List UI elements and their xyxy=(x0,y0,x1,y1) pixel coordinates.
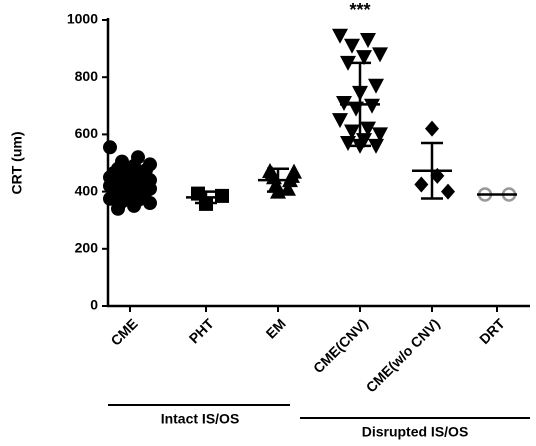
point xyxy=(364,98,380,114)
y-tick-label: 0 xyxy=(90,297,98,313)
point xyxy=(215,188,229,203)
y-tick-label: 600 xyxy=(75,125,99,141)
group-label: Disrupted IS/OS xyxy=(362,424,469,440)
annotation: *** xyxy=(349,0,370,20)
point xyxy=(360,33,376,49)
point xyxy=(103,140,117,155)
point xyxy=(368,138,384,154)
y-tick-label: 800 xyxy=(75,68,99,84)
x-tick-label: DRT xyxy=(476,315,508,347)
y-tick-label: 400 xyxy=(75,182,99,198)
x-tick-label: CME(w/o CNV) xyxy=(363,315,443,395)
y-tick-label: 1000 xyxy=(67,11,98,27)
x-tick-label: CME(CNV) xyxy=(310,315,371,376)
point xyxy=(372,47,388,63)
point xyxy=(340,55,356,71)
point xyxy=(286,163,302,179)
point xyxy=(344,124,360,140)
point xyxy=(340,135,356,151)
point xyxy=(143,196,157,211)
point xyxy=(111,201,125,216)
point xyxy=(356,50,372,66)
point xyxy=(332,28,348,44)
x-tick-label: CME xyxy=(107,315,140,348)
point xyxy=(425,120,439,137)
point xyxy=(372,127,388,143)
point xyxy=(103,191,117,206)
point xyxy=(332,113,348,129)
group-label: Intact IS/OS xyxy=(161,411,240,427)
point xyxy=(262,163,278,179)
x-tick-label: EM xyxy=(263,315,289,341)
point xyxy=(441,183,455,200)
point xyxy=(344,38,360,54)
point xyxy=(127,198,141,213)
y-axis-label: CRT (um) xyxy=(9,132,25,195)
point xyxy=(414,176,429,193)
x-tick-label: PHT xyxy=(186,315,217,346)
point xyxy=(360,121,376,137)
point xyxy=(368,78,384,94)
y-tick-label: 200 xyxy=(75,240,99,256)
